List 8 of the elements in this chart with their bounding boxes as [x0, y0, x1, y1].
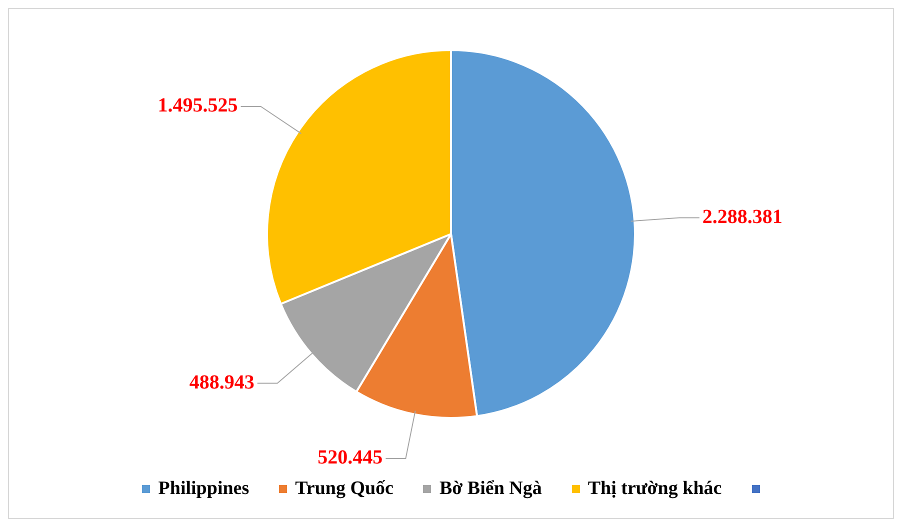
data-label: 2.288.381	[702, 206, 782, 228]
data-label: 1.495.525	[158, 94, 238, 117]
legend-label: Trung Quốc	[295, 478, 394, 500]
legend-label: Bờ Biển Ngà	[439, 478, 542, 500]
data-label: 520.445	[318, 446, 383, 469]
data-label: 488.943	[189, 371, 254, 394]
legend-label: Philippines	[158, 478, 250, 500]
legend-label: Thị trường khác	[588, 478, 722, 500]
